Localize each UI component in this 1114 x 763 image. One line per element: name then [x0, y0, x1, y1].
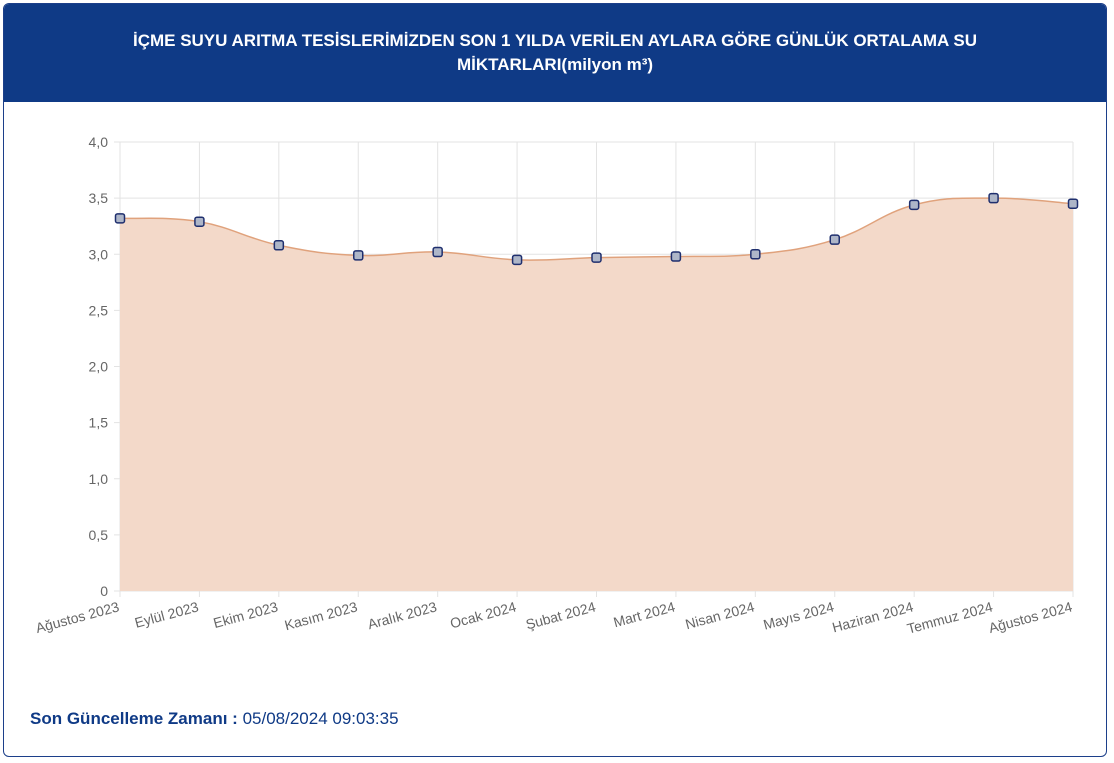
data-point — [114, 213, 126, 224]
data-point — [829, 234, 840, 245]
x-tick-label: Ekim 2023 — [212, 598, 280, 631]
y-tick-label: 0 — [100, 583, 108, 599]
data-point — [988, 192, 999, 204]
y-tick-label: 4,0 — [89, 134, 109, 150]
chart-title: İÇME SUYU ARITMA TESİSLERİMİZDEN SON 1 Y… — [133, 29, 977, 77]
chart-title-line2: MİKTARLARI(milyon m³) — [456, 55, 654, 74]
data-point — [591, 252, 602, 263]
x-tick-label: Ağustos 2024 — [987, 598, 1074, 636]
chart-header: İÇME SUYU ARITMA TESİSLERİMİZDEN SON 1 Y… — [4, 4, 1106, 102]
data-point — [908, 199, 920, 211]
data-point — [194, 216, 205, 227]
x-tick-label: Temmuz 2024 — [905, 598, 994, 636]
area-fill — [120, 198, 1073, 591]
chart-title-line1: İÇME SUYU ARITMA TESİSLERİMİZDEN SON 1 Y… — [132, 31, 978, 50]
x-tick-label: Mart 2024 — [612, 598, 677, 630]
y-tick-label: 3,0 — [89, 246, 109, 262]
data-point — [1067, 198, 1079, 209]
x-tick-label: Aralık 2023 — [366, 598, 439, 632]
last-update: Son Güncelleme Zamanı : 05/08/2024 09:03… — [30, 709, 399, 729]
x-tick-label: Eylül 2023 — [133, 598, 200, 630]
last-update-label: Son Güncelleme Zamanı : — [30, 709, 238, 728]
y-tick-label: 1,0 — [89, 471, 109, 487]
data-point — [273, 240, 285, 251]
last-update-value: 05/08/2024 09:03:35 — [242, 709, 399, 728]
chart-area: 0 0,5 1,0 1,5 2,0 2,5 3,0 3,5 4,0 Ağustos 2023 Eyl… — [4, 102, 1106, 682]
y-tick-label: 2,5 — [89, 302, 109, 318]
x-tick-label: Haziran 2024 — [830, 598, 915, 635]
x-tick-label: Nisan 2024 — [684, 598, 757, 632]
data-point — [750, 249, 761, 260]
chart-card: İÇME SUYU ARITMA TESİSLERİMİZDEN SON 1 Y… — [3, 3, 1107, 757]
x-tick-label: Şubat 2024 — [524, 598, 598, 632]
data-point — [511, 254, 523, 266]
x-tick-label: Kasım 2023 — [283, 598, 360, 633]
y-tick-label: 0,5 — [89, 527, 109, 543]
x-tick-label: Mayıs 2024 — [761, 598, 835, 632]
data-point — [432, 246, 443, 258]
y-tick-label: 1,5 — [89, 415, 109, 431]
x-tick-label: Ağustos 2023 — [34, 598, 121, 636]
y-tick-label: 3,5 — [89, 190, 109, 206]
y-tick-label: 2,0 — [89, 359, 109, 375]
area-chart: 0 0,5 1,0 1,5 2,0 2,5 3,0 3,5 4,0 Ağustos 2023 Eyl… — [34, 134, 1079, 637]
data-point — [670, 251, 682, 262]
x-tick-label: Ocak 2024 — [448, 598, 518, 631]
data-point — [353, 250, 364, 261]
